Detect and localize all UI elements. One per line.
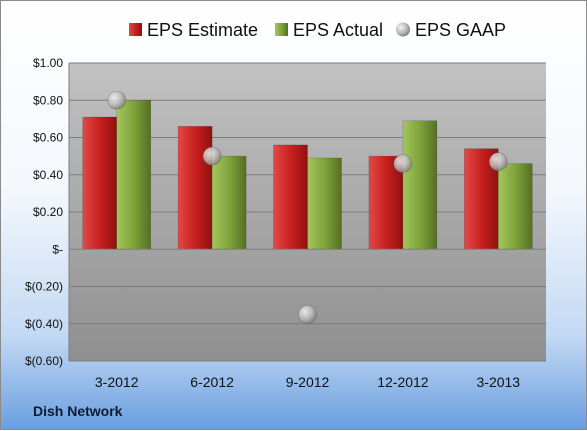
legend-estimate-swatch xyxy=(129,23,142,36)
actual-bar xyxy=(116,100,151,250)
actual-bar xyxy=(307,157,342,250)
estimate-bar xyxy=(368,155,404,250)
y-tick-label: $- xyxy=(52,242,63,256)
gaap-marker xyxy=(202,146,222,166)
estimate-bar xyxy=(273,144,308,250)
y-tick-label: $(0.60) xyxy=(25,354,63,368)
legend-gaap-label: EPS GAAP xyxy=(415,20,506,40)
actual-bar xyxy=(498,163,533,250)
y-tick-label: $0.40 xyxy=(33,168,63,182)
y-tick-label: $0.60 xyxy=(33,131,63,145)
company-name: Dish Network xyxy=(33,403,123,419)
legend: EPS Estimate EPS Actual EPS GAAP xyxy=(129,20,506,40)
y-tick-label: $0.20 xyxy=(33,205,63,219)
estimate-bar xyxy=(177,126,213,250)
y-tick-label: $(0.20) xyxy=(25,280,63,294)
x-axis: 3-2012 6-2012 9-2012 12-2012 3-2013 xyxy=(95,374,520,390)
gaap-marker xyxy=(107,90,126,110)
legend-gaap-swatch xyxy=(396,22,410,37)
gaap-marker xyxy=(488,152,508,172)
y-tick-label: $1.00 xyxy=(33,56,63,70)
legend-actual-swatch xyxy=(275,23,288,36)
actual-bar xyxy=(211,155,247,250)
x-category-label: 3-2013 xyxy=(477,374,521,390)
gaap-marker xyxy=(393,154,413,173)
actual-bar xyxy=(402,120,438,250)
y-tick-label: $(0.40) xyxy=(25,317,63,331)
gaap-marker xyxy=(298,305,317,324)
legend-estimate-label: EPS Estimate xyxy=(147,20,258,40)
legend-actual-label: EPS Actual xyxy=(293,20,383,40)
x-category-label: 3-2012 xyxy=(95,374,139,390)
y-tick-label: $0.80 xyxy=(33,93,63,107)
bars xyxy=(82,100,533,250)
estimate-bar xyxy=(82,116,117,250)
y-axis: $1.00 $0.80 $0.60 $0.40 $0.20 $- $(0.20) $(0.40… xyxy=(25,56,70,368)
x-category-label: 12-2012 xyxy=(377,374,429,390)
gaap-markers xyxy=(107,90,508,324)
x-category-label: 6-2012 xyxy=(190,374,234,390)
x-category-label: 9-2012 xyxy=(286,374,330,390)
